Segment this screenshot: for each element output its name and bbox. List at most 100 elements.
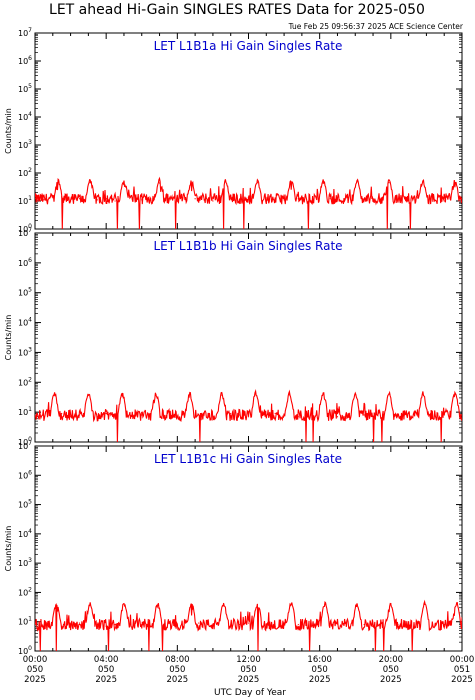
data-point [416, 197, 419, 199]
x-tick-label: 2025 [451, 675, 473, 685]
data-point [96, 416, 98, 418]
y-tick-label: 100 [18, 223, 32, 234]
x-tick-label: 2025 [309, 675, 331, 685]
data-point [336, 622, 339, 624]
data-point [150, 198, 152, 200]
data-point [167, 198, 170, 200]
x-tick-label: 050 [383, 665, 399, 675]
x-tick-label: 12:00 [236, 655, 261, 665]
data-point [157, 604, 159, 606]
panels: 100 101 102 103 104 105 106 107 Counts/min LET L1… [4, 27, 463, 656]
data-point [185, 199, 187, 201]
panel-title: LET L1B1a Hi Gain Singles Rate [154, 39, 343, 53]
data-point [105, 625, 107, 627]
data-point [114, 414, 116, 416]
data-point [194, 198, 196, 200]
y-tick-label: 101 [18, 195, 32, 206]
data-point [265, 200, 267, 202]
data-point [176, 416, 178, 418]
data-point [105, 198, 107, 200]
x-tick-label: 2025 [167, 675, 189, 685]
data-point [443, 200, 445, 202]
data-point [274, 625, 276, 627]
series-line [35, 176, 462, 229]
x-tick-label: 08:00 [165, 655, 190, 665]
data-point [87, 394, 89, 396]
data-point [443, 414, 445, 416]
y-tick-label: 106 [18, 257, 32, 268]
y-axis-label: Counts/min [4, 526, 13, 572]
data-point [372, 625, 374, 627]
y-axis-label: Counts/min [4, 315, 13, 361]
data-point [336, 199, 339, 201]
plot-frame [34, 232, 463, 443]
data-point [397, 623, 399, 626]
data-point [363, 623, 365, 626]
data-point [239, 199, 241, 201]
data-point [395, 414, 397, 416]
data-point [141, 623, 143, 626]
data-point [443, 623, 445, 626]
y-tick-label: 107 [18, 227, 32, 238]
data-point [345, 412, 347, 415]
data-point [336, 416, 339, 418]
data-point [203, 199, 205, 201]
data-point [53, 393, 56, 395]
data-point [78, 198, 81, 200]
data-point [123, 603, 125, 605]
data-point [239, 623, 241, 626]
y-tick-label: 101 [18, 616, 32, 627]
x-tick-label: 00:00 [23, 655, 48, 665]
panel-title: LET L1B1c Hi Gain Singles Rate [154, 452, 342, 466]
data-point [256, 603, 258, 606]
x-tick-label: 2025 [24, 675, 46, 685]
data-point [322, 393, 324, 395]
data-point [395, 198, 397, 200]
y-axis-label: Counts/min [4, 108, 13, 154]
data-point [247, 416, 250, 418]
data-point [43, 199, 45, 201]
data-point [69, 625, 72, 627]
x-axis-label: UTC Day of Year [214, 688, 286, 698]
data-point [176, 200, 178, 202]
data-point [55, 603, 57, 605]
data-point [78, 414, 81, 416]
timestamp: Tue Feb 25 09:56:37 2025 ACE Science Cen… [288, 22, 464, 31]
data-point [105, 412, 107, 415]
data-point [69, 416, 72, 418]
data-point [356, 181, 358, 183]
data-point [331, 623, 333, 626]
data-point [310, 625, 312, 627]
data-point [265, 414, 267, 416]
data-point [96, 623, 98, 626]
data-point [132, 197, 134, 199]
data-point [212, 416, 214, 418]
x-tick-label: 050 [312, 665, 328, 675]
panel-3: 100 101 102 103 104 105 106 107 Counts/min LET L1… [4, 440, 463, 656]
data-point [212, 200, 214, 202]
data-point [141, 414, 143, 416]
y-tick-label: 104 [18, 317, 32, 328]
data-point [290, 181, 292, 183]
data-point [190, 603, 193, 605]
data-point [212, 623, 214, 626]
data-point [345, 197, 347, 199]
data-point [255, 393, 257, 395]
data-point [265, 623, 267, 626]
x-tick-label: 16:00 [307, 655, 332, 665]
data-point [162, 414, 164, 416]
y-tick-label: 107 [18, 440, 32, 451]
data-point [454, 394, 456, 396]
x-tick-label: 20:00 [379, 655, 404, 665]
data-point [310, 200, 312, 202]
y-tick-label: 100 [18, 436, 32, 447]
data-point [57, 181, 59, 183]
data-point [224, 180, 226, 182]
x-tick-label: 050 [98, 665, 114, 675]
data-point [114, 623, 116, 626]
y-tick-label: 102 [18, 167, 32, 178]
data-point [422, 180, 424, 183]
data-point [35, 414, 36, 416]
y-tick-label: 105 [18, 499, 32, 510]
x-tick-label: 050 [27, 665, 43, 675]
